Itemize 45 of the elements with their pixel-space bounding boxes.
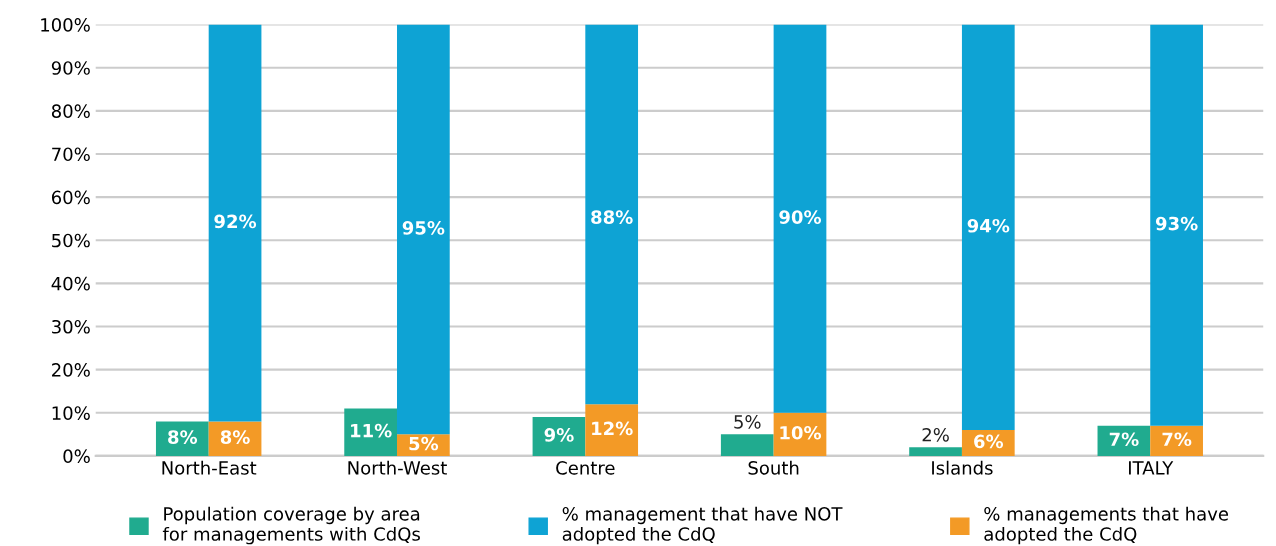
data-label: 9% <box>544 428 574 442</box>
y-tick-label: 90% <box>51 61 90 75</box>
y-tick-label: 50% <box>52 233 90 248</box>
bar <box>397 24 450 435</box>
data-label: 7% <box>1162 432 1192 447</box>
bar <box>773 24 827 413</box>
data-label: 6% <box>974 434 1004 449</box>
y-tick-label: 70% <box>52 147 90 162</box>
data-label: 7% <box>1109 432 1139 447</box>
data-label: 5% <box>409 436 439 451</box>
bar <box>344 408 397 456</box>
y-tick-label: 20% <box>52 363 90 377</box>
x-tick-label: Islands <box>932 460 993 475</box>
x-tick-label: North-East <box>162 460 257 475</box>
y-tick-label: 40% <box>51 276 90 291</box>
data-label: 11% <box>351 423 392 438</box>
data-label: 2% <box>922 427 949 442</box>
data-label: 12% <box>592 421 633 436</box>
data-label: 88% <box>591 210 633 224</box>
x-tick-label: ITALY <box>1129 461 1174 475</box>
x-tick-label: South <box>748 460 799 475</box>
legend-label: Population coverage by area for managements with CdQs <box>162 506 420 545</box>
y-tick-label: 100% <box>41 18 90 32</box>
bar <box>208 24 262 422</box>
y-tick-label: 30% <box>52 319 90 334</box>
data-label: 8% <box>168 430 198 444</box>
data-label: 5% <box>734 415 761 429</box>
y-tick-label: 0% <box>63 449 90 464</box>
data-label: 92% <box>214 214 257 229</box>
bar <box>1150 24 1203 426</box>
legend-label: % managements that have adopted the CdQ <box>984 506 1229 545</box>
y-tick-label: 10% <box>52 406 90 420</box>
y-tick-label: 60% <box>51 190 90 205</box>
bar <box>961 24 1015 431</box>
y-tick-label: 80% <box>51 104 90 118</box>
legend-label: % management that have NOT adopted the CdQ <box>562 506 843 545</box>
data-label: 93% <box>1155 216 1198 231</box>
data-label: 95% <box>402 221 445 235</box>
x-tick-label: North-West <box>348 460 447 475</box>
data-label: 10% <box>780 425 822 440</box>
x-tick-label: Centre <box>556 461 615 475</box>
bar <box>585 24 639 405</box>
data-label: 90% <box>779 210 822 224</box>
data-label: 94% <box>967 218 1010 233</box>
data-label: 8% <box>220 430 250 444</box>
